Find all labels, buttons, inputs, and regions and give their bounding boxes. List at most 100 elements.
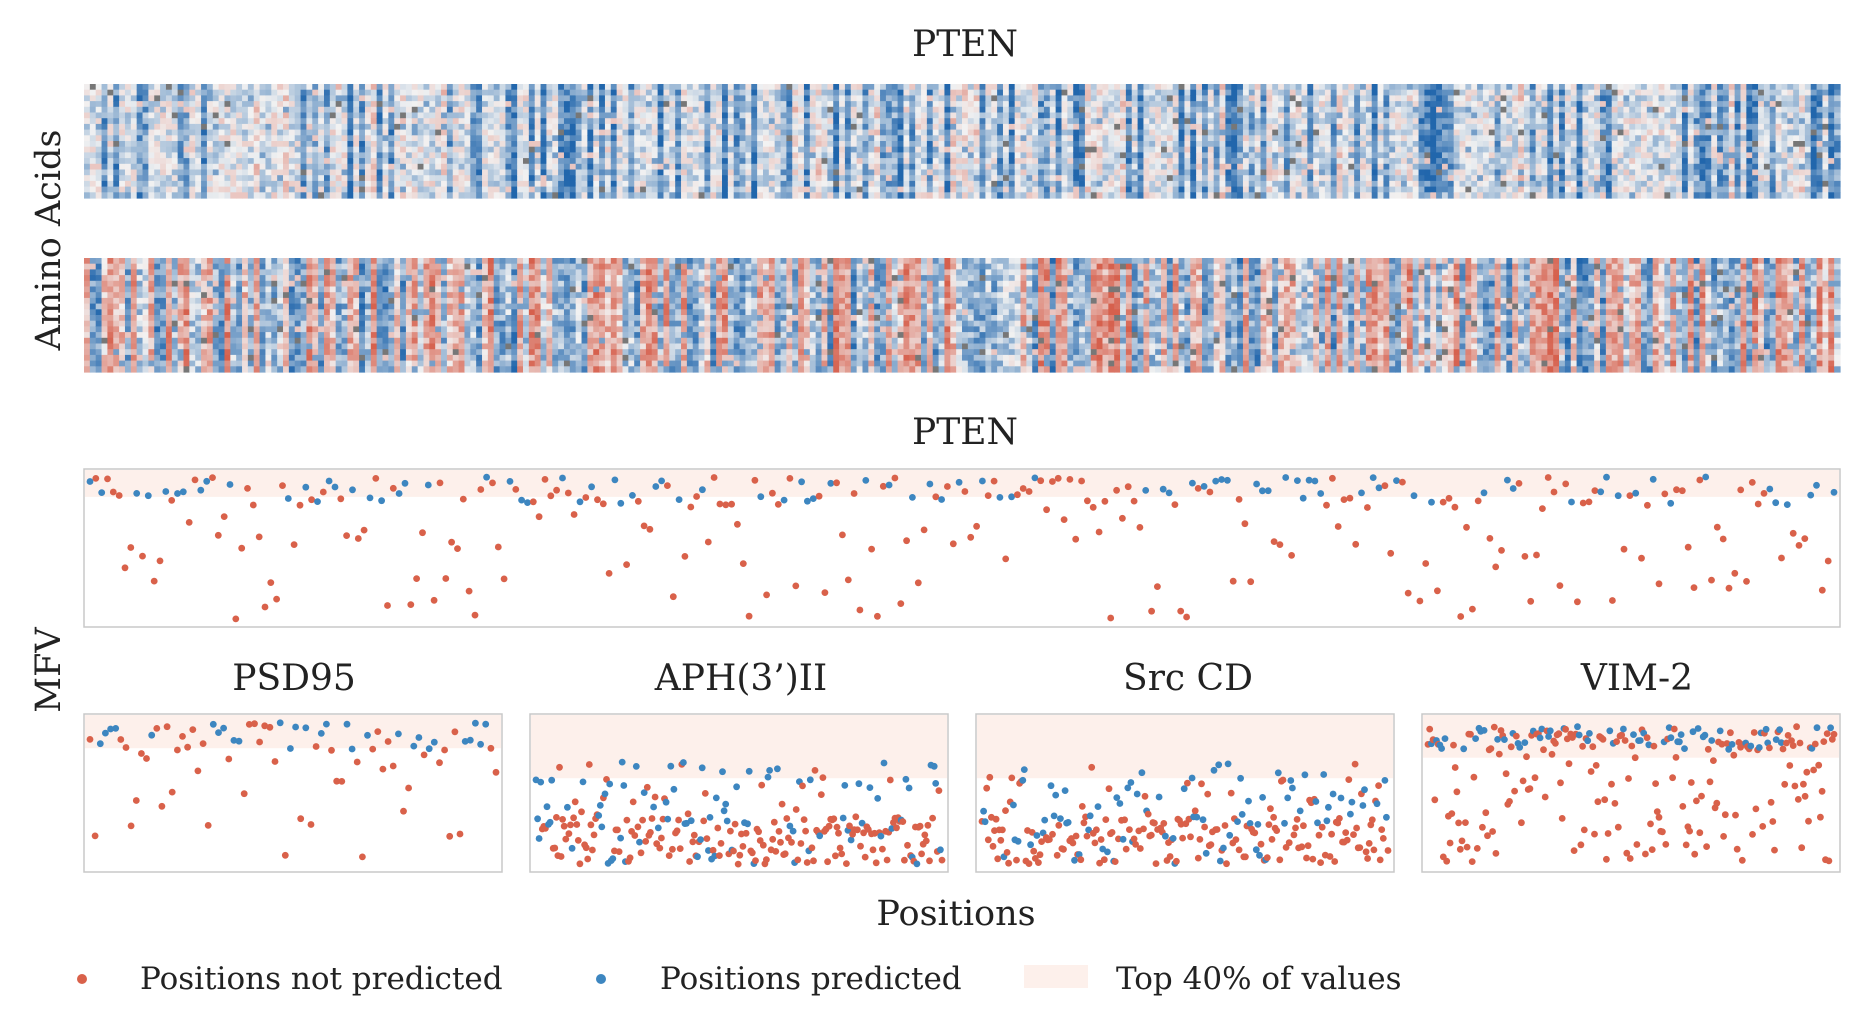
heatmap-cell	[160, 180, 167, 188]
heatmap-cell	[698, 163, 706, 171]
heatmap-cell	[435, 135, 442, 142]
heatmap-cell	[686, 106, 694, 114]
heatmap-cell	[1283, 95, 1291, 102]
heatmap-cell	[505, 192, 512, 199]
heatmap-cell	[915, 95, 922, 102]
heatmap-cell	[599, 112, 606, 119]
heatmap-cell	[803, 163, 811, 171]
heatmap-cell	[441, 129, 448, 136]
heatmap-cell	[517, 123, 524, 131]
heatmap-cell	[212, 112, 220, 119]
heatmap-cell	[1436, 180, 1443, 188]
heatmap-cell	[634, 112, 641, 119]
heatmap-cell	[1324, 106, 1332, 114]
heatmap-cell	[751, 112, 758, 119]
heatmap-cell	[189, 152, 196, 159]
heatmap-cell	[218, 106, 226, 114]
heatmap-cell	[581, 89, 588, 96]
heatmap-cell	[183, 95, 190, 102]
heatmap-cell	[979, 118, 987, 125]
heatmap-cell	[446, 146, 454, 153]
heatmap-cell	[821, 135, 828, 142]
heatmap-cell	[1125, 192, 1133, 199]
heatmap-cell	[1541, 123, 1548, 131]
heatmap-cell	[329, 112, 337, 119]
heatmap-cell	[359, 186, 366, 193]
heatmap-cell	[880, 169, 887, 176]
heatmap-cell	[1377, 169, 1385, 176]
heatmap-cell	[809, 146, 817, 153]
heatmap-cell	[423, 141, 430, 148]
heatmap-cell	[850, 84, 858, 91]
heatmap-cell	[312, 95, 319, 102]
heatmap-cell	[786, 123, 793, 131]
heatmap-cell	[1260, 158, 1267, 165]
heatmap-cell	[640, 158, 647, 165]
heatmap-cell	[1406, 112, 1414, 119]
heatmap-cell	[171, 95, 179, 102]
heatmap-cell	[903, 163, 910, 171]
heatmap-cell	[1172, 118, 1180, 125]
heatmap-cell	[1518, 89, 1525, 96]
heatmap-cell	[1488, 129, 1496, 136]
heatmap-cell	[1038, 135, 1045, 142]
heatmap-cell	[1026, 106, 1033, 114]
heatmap-cell	[675, 89, 682, 96]
heatmap-cell	[394, 169, 401, 176]
heatmap-cell	[1447, 123, 1455, 131]
heatmap-cell	[464, 158, 471, 165]
heatmap-cell	[499, 146, 507, 153]
heatmap-cell	[1254, 141, 1262, 148]
heatmap-cell	[1301, 101, 1308, 108]
heatmap-cell	[1254, 101, 1262, 108]
heatmap-cell	[1365, 112, 1373, 119]
heatmap-cell	[604, 141, 612, 148]
heatmap-cell	[113, 89, 120, 96]
heatmap-cell	[792, 158, 799, 165]
heatmap-cell	[681, 118, 688, 125]
heatmap-cell	[762, 101, 770, 108]
heatmap-cell	[546, 118, 553, 125]
heatmap-cell	[991, 118, 998, 125]
heatmap-cell	[1049, 175, 1057, 182]
heatmap-cell	[1354, 135, 1361, 142]
heatmap-cell	[376, 106, 384, 114]
heatmap-cell	[1231, 146, 1238, 153]
heatmap-cell	[101, 169, 109, 176]
heatmap-cell	[1178, 158, 1186, 165]
heatmap-cell	[1084, 118, 1092, 125]
heatmap-cell	[1307, 129, 1314, 136]
heatmap-cell	[1120, 180, 1127, 188]
heatmap-cell	[517, 152, 524, 159]
heatmap-cell	[581, 129, 588, 136]
heatmap-cell	[1319, 169, 1326, 176]
heatmap-cell	[1389, 141, 1396, 148]
heatmap-cell	[107, 135, 114, 142]
heatmap-cell	[885, 112, 893, 119]
heatmap-cell	[1430, 112, 1437, 119]
heatmap-cell	[651, 192, 659, 199]
heatmap-cell	[441, 163, 448, 171]
heatmap-cell	[382, 186, 389, 193]
heatmap-cell	[183, 192, 190, 199]
heatmap-cell	[160, 129, 167, 136]
heatmap-cell	[710, 112, 717, 119]
heatmap-cell	[1482, 95, 1490, 102]
heatmap-cell	[722, 112, 729, 119]
heatmap-cell	[242, 89, 249, 96]
heatmap-cell	[353, 180, 360, 188]
heatmap-cell	[1401, 89, 1408, 96]
heatmap-cell	[1529, 84, 1537, 91]
heatmap-cell	[277, 141, 284, 148]
heatmap-cell	[1242, 84, 1250, 91]
heatmap-cell	[1365, 175, 1373, 182]
heatmap-cell	[84, 123, 91, 131]
heatmap-cell	[1336, 129, 1344, 136]
heatmap-cell	[1436, 192, 1443, 199]
heatmap-cell	[1125, 95, 1133, 102]
heatmap-cell	[868, 89, 875, 96]
heatmap-cell	[921, 141, 928, 148]
heatmap-cell	[1301, 169, 1308, 176]
heatmap-cell	[692, 146, 700, 153]
heatmap-cell	[1401, 175, 1408, 182]
